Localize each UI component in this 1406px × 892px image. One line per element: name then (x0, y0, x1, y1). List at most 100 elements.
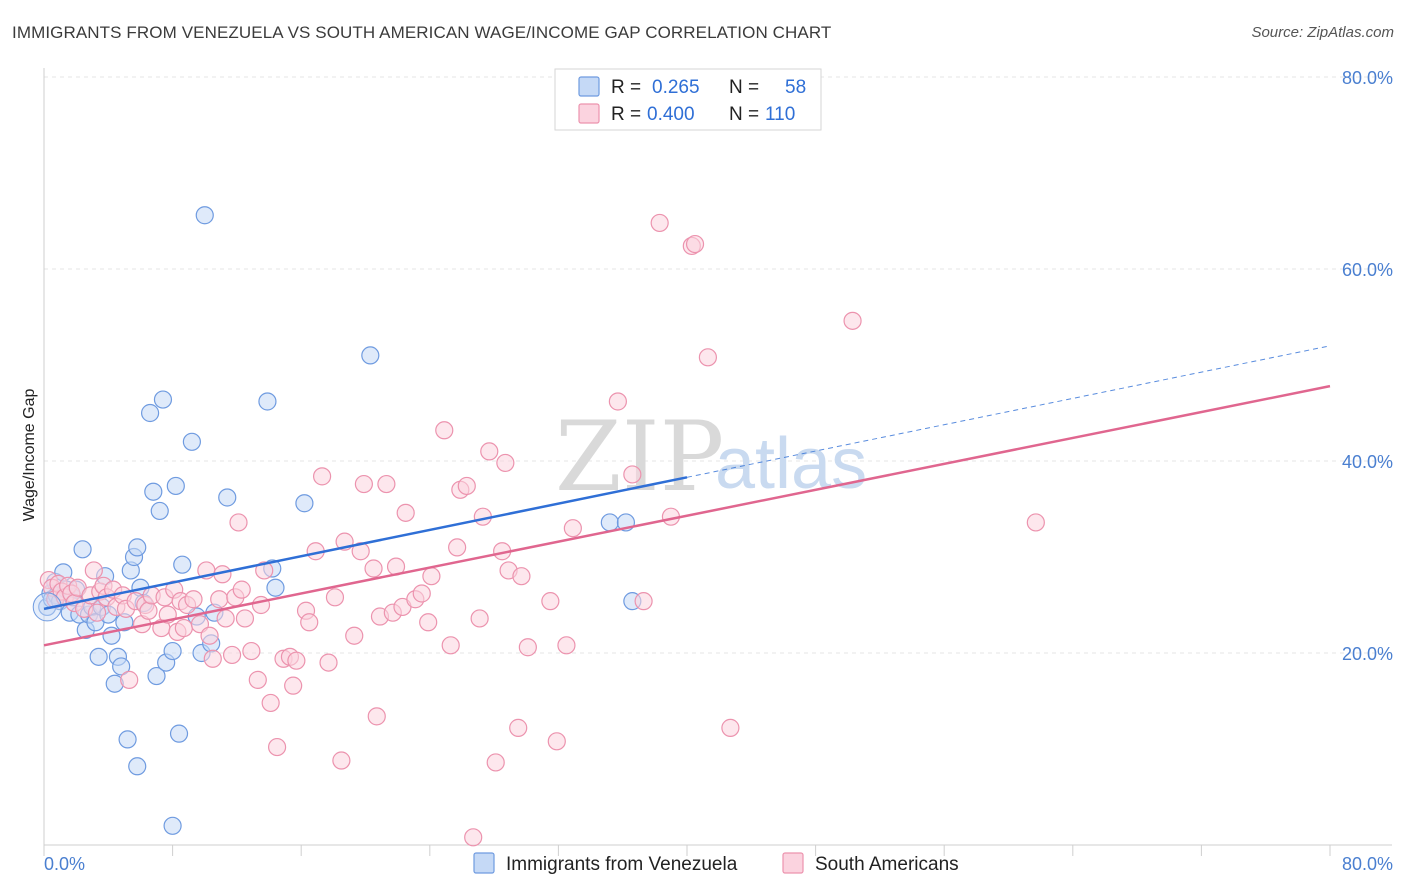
point-venezuela-57 (128, 757, 147, 776)
legend-r-value-south-americans: 0.400 (647, 104, 695, 125)
point-south-americans-57 (287, 651, 306, 670)
point-venezuela-40 (169, 724, 189, 743)
bottom-legend-swatch-venezuela (473, 852, 495, 874)
trend-line-venezuela (43, 476, 688, 611)
point-south-americans-46 (232, 580, 251, 599)
point-south-americans-39 (203, 649, 222, 668)
point-venezuela-17 (89, 647, 108, 666)
point-south-americans-56 (284, 676, 303, 695)
y-tick-label-0: 20.0% (1342, 644, 1393, 664)
bottom-legend: Immigrants from Venezuela South American… (473, 852, 959, 875)
point-south-americans-47 (235, 609, 255, 628)
point-south-americans-33 (174, 618, 193, 638)
y-tick-label-1: 40.0% (1342, 452, 1393, 472)
point-venezuela-12 (73, 540, 92, 559)
point-south-americans-69 (364, 559, 383, 578)
point-south-americans-70 (367, 707, 386, 726)
point-venezuela-53 (361, 346, 380, 365)
point-south-americans-97 (541, 592, 560, 611)
trend-line-venezuela-extension (686, 345, 1331, 478)
bottom-legend-label-venezuela: Immigrants from Venezuela (506, 854, 738, 875)
point-south-americans-66 (345, 626, 364, 645)
point-south-americans-59 (300, 613, 319, 632)
point-south-americans-92 (496, 453, 515, 473)
point-south-americans-49 (248, 670, 267, 689)
legend-r-value-venezuela: 0.265 (652, 77, 700, 98)
point-venezuela-48 (218, 488, 237, 507)
point-south-americans-42 (216, 609, 235, 628)
point-venezuela-35 (150, 501, 169, 521)
point-south-americans-51 (255, 561, 274, 580)
point-south-americans-111 (1026, 513, 1045, 532)
point-south-americans-104 (650, 213, 669, 233)
point-south-americans-79 (419, 613, 438, 632)
trend-line-south-americans (43, 384, 1331, 647)
point-south-americans-108 (698, 348, 717, 367)
point-south-americans-50 (251, 595, 271, 615)
point-south-americans-81 (435, 421, 454, 440)
y-tick-labels: 20.0% 40.0% 60.0% 80.0% (1342, 68, 1393, 664)
point-south-americans-67 (351, 542, 370, 561)
point-venezuela-42 (182, 432, 201, 451)
y-axis-title: Wage/Income Gap (21, 389, 38, 522)
x-tick-label-0: 0.0% (44, 854, 85, 874)
legend-r-label-south-americans: R = (611, 104, 641, 125)
point-south-americans-40 (210, 590, 229, 609)
point-south-americans-107 (685, 234, 705, 254)
point-south-americans-53 (267, 737, 287, 757)
point-south-americans-48 (242, 641, 261, 661)
bottom-legend-swatch-south-americans (782, 852, 804, 874)
legend: R = 0.265 N = 58 R = 0.400 N = 110 (554, 68, 822, 131)
grid (44, 76, 1392, 654)
legend-n-label-south-americans: N = (729, 104, 759, 125)
point-venezuela-49 (258, 392, 277, 411)
point-south-americans-68 (354, 474, 373, 494)
point-south-americans-94 (509, 718, 528, 737)
point-venezuela-34 (147, 666, 166, 686)
legend-n-value-venezuela: 58 (785, 77, 806, 98)
point-south-americans-64 (332, 751, 351, 770)
point-south-americans-45 (229, 513, 248, 532)
point-south-americans-95 (512, 567, 531, 586)
point-venezuela-39 (166, 476, 185, 496)
point-south-americans-110 (843, 311, 862, 330)
point-south-americans-101 (608, 392, 627, 411)
point-south-americans-103 (634, 592, 653, 611)
point-venezuela-33 (144, 482, 163, 501)
point-venezuela-29 (128, 538, 147, 557)
point-south-americans-35 (184, 590, 203, 609)
point-south-americans-25 (139, 601, 158, 620)
point-south-americans-100 (563, 519, 582, 538)
chart-title: IMMIGRANTS FROM VENEZUELA VS SOUTH AMERI… (12, 23, 832, 42)
axes (43, 68, 1392, 856)
point-south-americans-85 (457, 476, 476, 496)
x-tick-labels: 0.0% 80.0% (44, 854, 1393, 874)
point-venezuela-51 (266, 578, 285, 597)
trend-lines (43, 345, 1331, 647)
point-south-americans-13 (87, 603, 107, 622)
point-south-americans-38 (200, 626, 219, 645)
point-south-americans-109 (721, 718, 740, 737)
y-tick-label-3: 80.0% (1342, 68, 1393, 88)
point-venezuela-32 (140, 403, 160, 423)
point-south-americans-90 (486, 753, 505, 772)
point-south-americans-63 (325, 588, 345, 607)
point-south-americans-61 (312, 467, 332, 486)
data-points (32, 206, 1045, 847)
point-venezuela-52 (295, 494, 314, 513)
point-south-americans-72 (377, 474, 396, 494)
point-south-americans-98 (547, 732, 566, 751)
point-venezuela-38 (163, 641, 182, 661)
point-south-americans-62 (319, 653, 338, 672)
point-south-americans-99 (557, 636, 576, 655)
point-south-americans-80 (422, 567, 441, 586)
point-south-americans-43 (222, 645, 242, 665)
legend-swatch-south-americans (578, 103, 600, 124)
point-south-americans-87 (470, 609, 489, 628)
point-south-americans-12 (84, 561, 103, 580)
point-south-americans-86 (464, 828, 483, 847)
point-south-americans-102 (623, 465, 642, 484)
point-south-americans-76 (396, 503, 415, 522)
legend-r-label-venezuela: R = (611, 77, 641, 98)
